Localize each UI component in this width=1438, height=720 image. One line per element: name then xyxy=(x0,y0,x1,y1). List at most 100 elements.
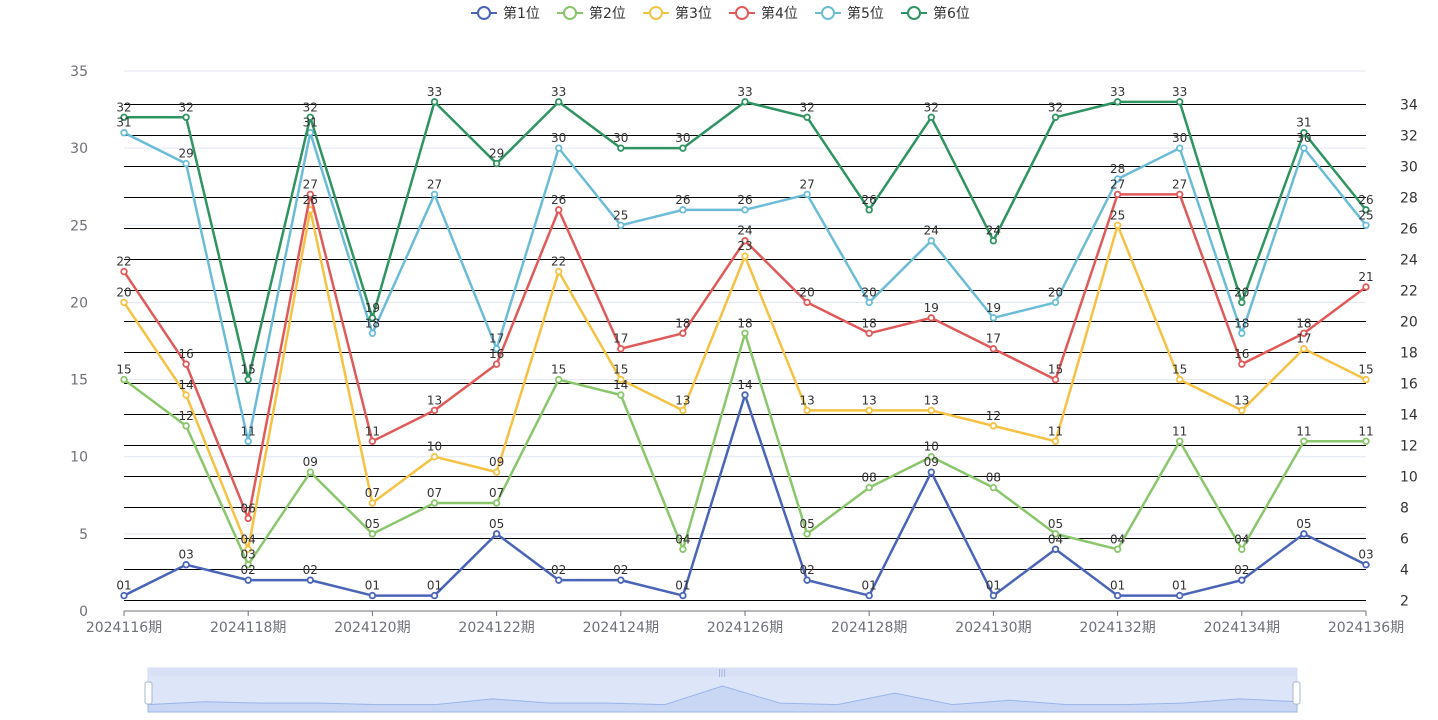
data-point xyxy=(555,144,563,152)
legend-item-5[interactable]: 第5位 xyxy=(815,5,884,22)
data-point xyxy=(1362,561,1370,569)
data-label: 18 xyxy=(675,316,690,330)
data-label: 13 xyxy=(675,393,690,407)
data-label: 03 xyxy=(241,548,256,562)
zoom-top-bar[interactable] xyxy=(148,668,1297,676)
data-point xyxy=(244,545,252,553)
data-point xyxy=(1113,221,1122,229)
data-label: 32 xyxy=(303,100,318,114)
data-label: 33 xyxy=(737,85,752,99)
data-point xyxy=(120,113,128,121)
data-label: 09 xyxy=(489,455,504,469)
data-point xyxy=(741,98,749,106)
legend-item-4[interactable]: 第4位 xyxy=(729,5,798,22)
zoom-handle-left[interactable] xyxy=(144,681,153,705)
data-label: 10 xyxy=(924,440,939,454)
zoom-handle-right[interactable] xyxy=(1292,681,1301,705)
legend-item-3[interactable]: 第3位 xyxy=(643,5,712,22)
data-label: 18 xyxy=(737,316,752,330)
data-label: 18 xyxy=(862,316,877,330)
data-point xyxy=(989,422,998,430)
data-point xyxy=(927,453,935,461)
data-point xyxy=(1300,437,1308,445)
data-point xyxy=(1175,190,1184,199)
y-right-tick-label: 28 xyxy=(1400,191,1418,207)
data-label: 10 xyxy=(427,440,442,454)
data-point xyxy=(927,314,935,322)
data-point xyxy=(1051,113,1060,121)
legend-marker-icon xyxy=(477,6,491,20)
data-point xyxy=(1300,329,1308,337)
data-point xyxy=(1362,375,1370,384)
data-point xyxy=(803,190,811,199)
data-point xyxy=(1175,144,1184,152)
data-point xyxy=(182,159,190,168)
data-label: 04 xyxy=(675,532,690,546)
data-point xyxy=(120,267,128,276)
data-label: 02 xyxy=(613,563,628,577)
data-point xyxy=(182,561,190,569)
data-label: 23 xyxy=(737,239,752,253)
data-label: 11 xyxy=(1048,424,1063,438)
data-label: 32 xyxy=(799,100,814,114)
data-label: 26 xyxy=(675,193,690,207)
data-label: 33 xyxy=(551,85,566,99)
data-label: 02 xyxy=(241,563,256,577)
x-tick-label: 2024130期 xyxy=(955,620,1031,636)
legend-item-2[interactable]: 第2位 xyxy=(557,5,626,22)
data-label: 16 xyxy=(489,347,504,361)
data-label: 25 xyxy=(1358,208,1373,222)
data-point xyxy=(1362,221,1370,229)
data-point xyxy=(492,499,501,507)
data-label: 20 xyxy=(799,285,814,299)
data-point xyxy=(803,406,811,415)
y-left-tick-label: 10 xyxy=(70,450,88,466)
data-label: 24 xyxy=(737,224,752,238)
data-label: 04 xyxy=(1048,532,1063,546)
data-point xyxy=(1362,283,1370,291)
data-label: 07 xyxy=(489,486,504,500)
y-left-tick-label: 15 xyxy=(70,373,88,389)
data-label: 30 xyxy=(675,131,690,145)
data-label: 07 xyxy=(365,486,380,500)
data-point xyxy=(430,453,439,461)
data-point xyxy=(555,375,563,384)
data-point xyxy=(617,375,625,384)
legend-label: 第5位 xyxy=(847,5,884,22)
x-tick-label: 2024128期 xyxy=(831,620,907,636)
data-label: 27 xyxy=(799,177,814,191)
zoom-selection[interactable] xyxy=(148,676,1297,712)
zoom-drag-grip-icon[interactable]: ||| xyxy=(718,668,726,677)
data-label: 28 xyxy=(1110,162,1125,176)
data-point xyxy=(1113,591,1122,600)
y-left-tick-label: 5 xyxy=(79,527,88,543)
legend-item-1[interactable]: 第1位 xyxy=(471,5,540,22)
legend[interactable]: 第1位 第2位 第3位 第4位 第5位 第6位 xyxy=(471,5,970,22)
data-label: 11 xyxy=(1358,424,1373,438)
data-label: 26 xyxy=(303,193,318,207)
data-label: 15 xyxy=(1172,363,1187,377)
data-label: 27 xyxy=(1172,177,1187,191)
legend-label: 第1位 xyxy=(503,5,540,22)
y-right-tick-label: 16 xyxy=(1400,377,1418,393)
data-label: 16 xyxy=(1234,347,1249,361)
x-tick-label: 2024134期 xyxy=(1204,620,1280,636)
legend-item-6[interactable]: 第6位 xyxy=(901,5,970,22)
data-point xyxy=(741,329,749,337)
data-label: 25 xyxy=(613,208,628,222)
data-point xyxy=(120,129,128,137)
data-label: 02 xyxy=(799,563,814,577)
data-label: 11 xyxy=(1296,424,1311,438)
data-point xyxy=(368,591,377,600)
data-point xyxy=(989,483,998,492)
y-right-tick-label: 30 xyxy=(1400,160,1418,176)
data-label: 03 xyxy=(178,548,193,562)
data-point xyxy=(803,298,811,307)
data-label: 27 xyxy=(1110,177,1125,191)
data-label: 06 xyxy=(241,501,256,515)
data-label: 20 xyxy=(862,285,877,299)
data-label: 29 xyxy=(178,147,193,161)
data-point xyxy=(1113,545,1122,553)
data-point xyxy=(617,221,625,229)
data-zoom-slider[interactable]: ||| xyxy=(144,667,1301,713)
